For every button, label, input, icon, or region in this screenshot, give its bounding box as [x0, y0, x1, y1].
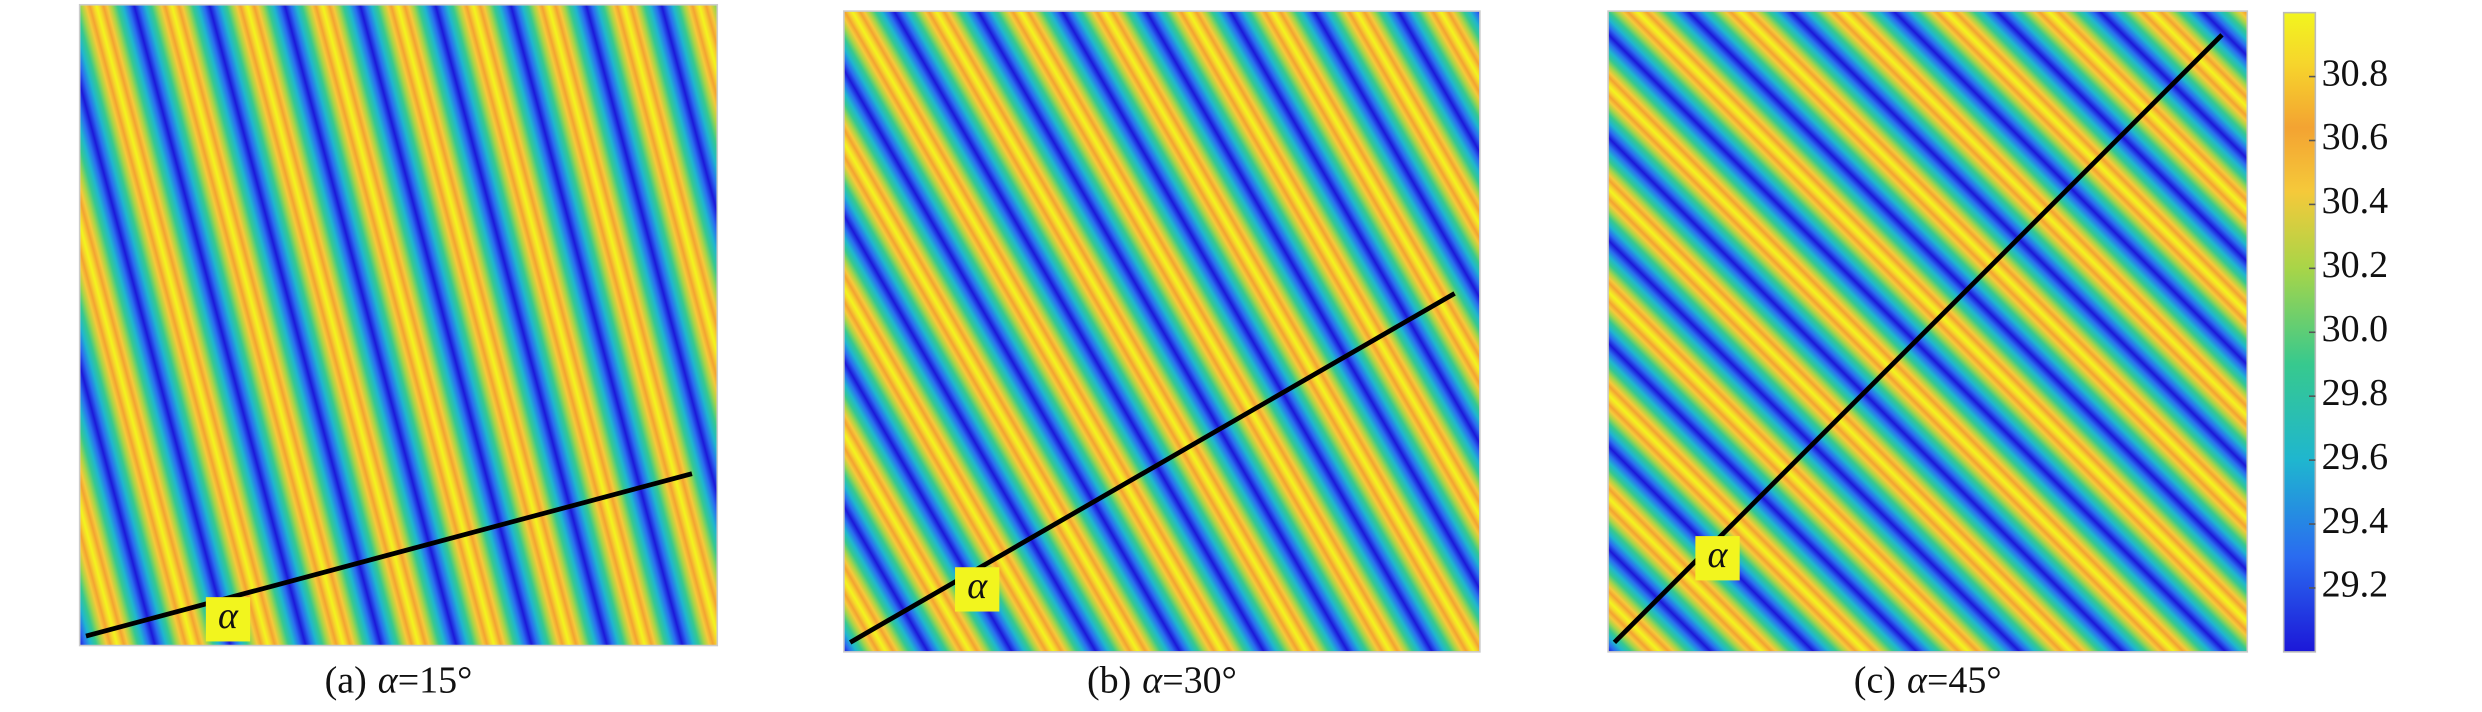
caption-part: =45°	[1927, 659, 2002, 701]
angle-symbol: α	[967, 565, 988, 607]
colorbar-tick-label: 30.4	[2322, 180, 2388, 222]
caption-part: (a)	[325, 659, 367, 701]
angle-label-bg	[1695, 536, 1740, 581]
caption-part: α	[378, 659, 399, 701]
caption-part: (b)	[1087, 659, 1131, 701]
colorbar-tick-label: 30.8	[2322, 52, 2388, 94]
stripe-field	[78, 3, 719, 647]
angle-label-bg	[205, 597, 251, 642]
stripe-field	[843, 10, 1481, 653]
colorbar-tick-label: 29.6	[2322, 436, 2388, 478]
caption-part: (c)	[1854, 659, 1896, 701]
caption-part: =15°	[398, 659, 473, 701]
colorbar-tick-label: 30.2	[2322, 244, 2388, 286]
direction-line	[85, 471, 693, 639]
caption: (c) α=45°	[1854, 659, 2002, 701]
caption: (a) α=15°	[325, 659, 473, 701]
caption-part: =30°	[1162, 659, 1237, 701]
caption: (b) α=30°	[1087, 659, 1237, 701]
angle-symbol: α	[1708, 534, 1729, 576]
colorbar-tick-label: 29.8	[2322, 372, 2388, 414]
caption-part: α	[1142, 659, 1163, 701]
angle-symbol: α	[218, 595, 239, 637]
angle-label-bg	[955, 567, 1000, 612]
colorbar-tick-label: 30.0	[2322, 308, 2388, 350]
direction-line	[849, 291, 1456, 645]
colorbar-tick-label: 29.4	[2322, 500, 2388, 542]
colorbar-tick-label: 29.2	[2322, 564, 2388, 606]
caption-part: α	[1907, 659, 1928, 701]
colorbar-tick-label: 30.6	[2322, 116, 2388, 158]
